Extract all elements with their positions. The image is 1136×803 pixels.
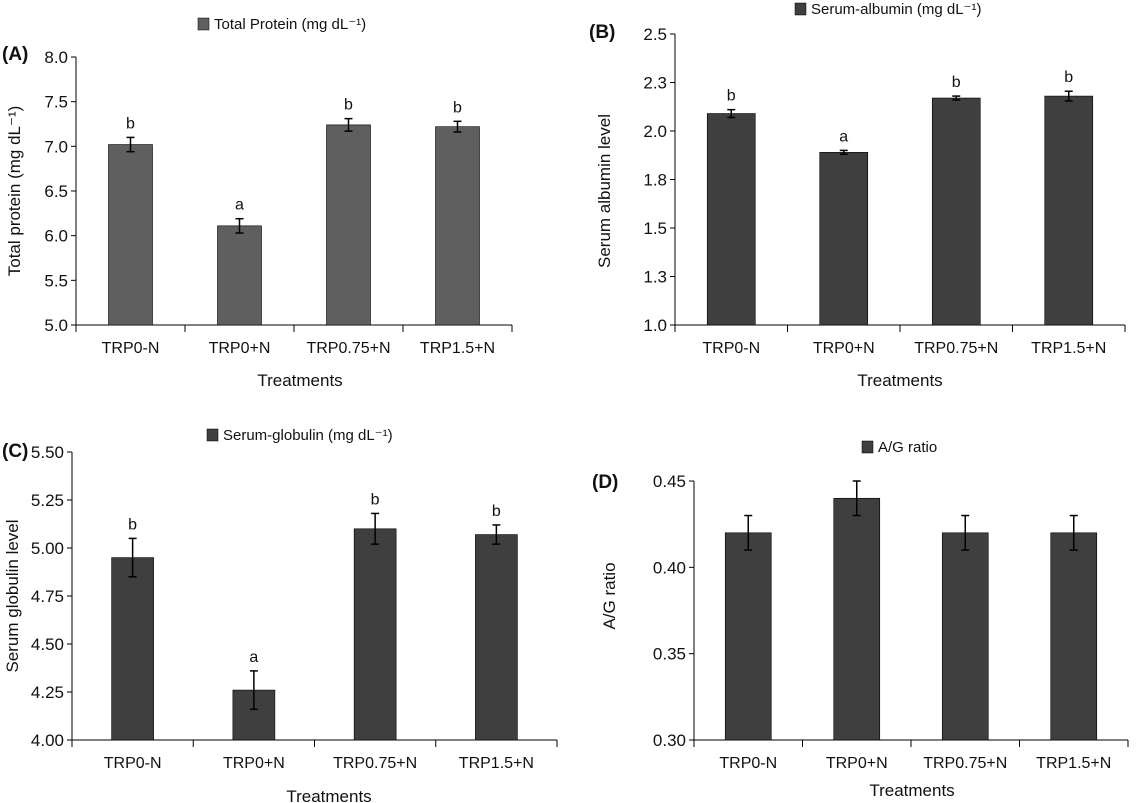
bar: [706, 113, 756, 326]
x-tick-label: TRP0+N: [209, 340, 271, 357]
y-tick-label: 0.35: [653, 645, 686, 664]
y-tick-label: 5.0: [44, 316, 68, 335]
y-tick-label: 1.0: [643, 316, 667, 335]
y-tick-label: 8.0: [44, 48, 68, 67]
significance-letter: b: [1064, 69, 1073, 86]
legend-swatch: [206, 428, 219, 442]
bar: [111, 557, 154, 741]
bar: [217, 225, 262, 326]
y-tick-label: 4.50: [31, 635, 64, 654]
bar: [724, 532, 772, 741]
y-tick-label: 5.5: [44, 271, 68, 290]
x-axis-title: Treatments: [257, 371, 342, 390]
chart-panel: (D) A/G ratio 0.30 0.35 0.40 0.45 TRP0-N TRP0+N…: [592, 439, 1129, 800]
x-tick-label: TRP0+N: [813, 340, 875, 357]
y-tick-label: 0.40: [653, 558, 686, 577]
legend-swatch: [794, 2, 807, 16]
x-tick-label: TRP0.75+N: [306, 340, 390, 357]
y-tick-label: 4.25: [31, 683, 64, 702]
x-tick-label: TRP0+N: [826, 755, 888, 772]
y-axis-title: Total protein (mg dL⁻¹): [5, 106, 24, 277]
panel-label: (C): [2, 441, 28, 462]
y-tick-label: 2.3: [643, 74, 667, 93]
panel-label: (D): [592, 472, 618, 493]
x-axis-title: Treatments: [286, 787, 371, 803]
bar: [941, 532, 989, 741]
y-axis-title: Serum albumin level: [595, 114, 614, 268]
bar: [1044, 95, 1094, 326]
x-tick-label: TRP1.5+N: [1036, 755, 1111, 772]
significance-letter: b: [492, 503, 501, 520]
significance-letter: b: [344, 97, 353, 114]
bar: [819, 152, 869, 326]
bar: [475, 534, 518, 741]
y-tick-label: 1.3: [643, 268, 667, 287]
legend-label: Total Protein (mg dL⁻¹): [214, 16, 366, 33]
legend-swatch: [197, 17, 210, 31]
x-tick-label: TRP1.5+N: [1031, 340, 1106, 357]
chart-panel: (C) Serum-globulin (mg dL⁻¹) 4.00 4.25 4.50 4…: [2, 427, 558, 803]
significance-letter: b: [371, 491, 380, 508]
x-tick-label: TRP0.75+N: [914, 340, 998, 357]
panel-label: (A): [2, 44, 28, 65]
y-tick-label: 0.30: [653, 731, 686, 750]
y-tick-label: 4.75: [31, 587, 64, 606]
x-tick-label: TRP0.75+N: [923, 755, 1007, 772]
bar: [353, 528, 397, 741]
x-tick-label: TRP1.5+N: [420, 340, 495, 357]
significance-letter: a: [235, 197, 244, 214]
x-tick-label: TRP1.5+N: [459, 755, 534, 772]
x-tick-label: TRP0-N: [719, 755, 777, 772]
significance-letter: b: [727, 88, 736, 105]
bar: [1050, 532, 1098, 741]
y-tick-label: 6.5: [44, 182, 68, 201]
x-tick-label: TRP0-N: [702, 340, 760, 357]
bar: [833, 497, 881, 741]
y-tick-label: 7.5: [44, 93, 68, 112]
bar: [108, 144, 153, 326]
x-tick-label: TRP0-N: [104, 755, 162, 772]
legend-label: Serum-albumin (mg dL⁻¹): [811, 1, 981, 18]
y-tick-label: 4.00: [31, 731, 64, 750]
legend-label: Serum-globulin (mg dL⁻¹): [223, 427, 393, 444]
significance-letter: b: [453, 99, 462, 116]
bar: [931, 97, 981, 326]
significance-letter: a: [249, 649, 258, 666]
x-tick-label: TRP0+N: [223, 755, 285, 772]
y-tick-label: 1.5: [643, 219, 667, 238]
y-tick-label: 2.0: [643, 122, 667, 141]
significance-letter: b: [128, 516, 137, 533]
y-tick-label: 2.5: [643, 25, 667, 44]
x-axis-title: Treatments: [857, 371, 942, 390]
x-axis-title: Treatments: [869, 781, 954, 800]
significance-letter: b: [952, 74, 961, 91]
x-tick-label: TRP0.75+N: [333, 755, 417, 772]
y-tick-label: 5.00: [31, 539, 64, 558]
chart-panel: (A) Total Protein (mg dL⁻¹) 5.0 5.5 6.0 6.5 7.…: [2, 16, 513, 390]
bar: [435, 126, 480, 326]
bar: [326, 124, 371, 326]
significance-letter: b: [126, 115, 135, 132]
significance-letter: a: [839, 128, 848, 145]
y-tick-label: 5.50: [31, 443, 64, 462]
legend-swatch: [861, 440, 874, 454]
x-tick-label: TRP0-N: [102, 340, 160, 357]
y-axis-title: A/G ratio: [600, 562, 619, 629]
legend-label: A/G ratio: [878, 439, 937, 456]
y-tick-label: 6.0: [44, 227, 68, 246]
panel-label: (B): [589, 22, 615, 43]
y-tick-label: 7.0: [44, 137, 68, 156]
y-tick-label: 5.25: [31, 491, 64, 510]
chart-panel: (B) Serum-albumin (mg dL⁻¹) 1.0 1.3 1.5 1.8 2.…: [589, 1, 1126, 390]
y-tick-label: 1.8: [643, 171, 667, 190]
y-tick-label: 0.45: [653, 472, 686, 491]
y-axis-title: Serum globulin level: [3, 519, 22, 672]
